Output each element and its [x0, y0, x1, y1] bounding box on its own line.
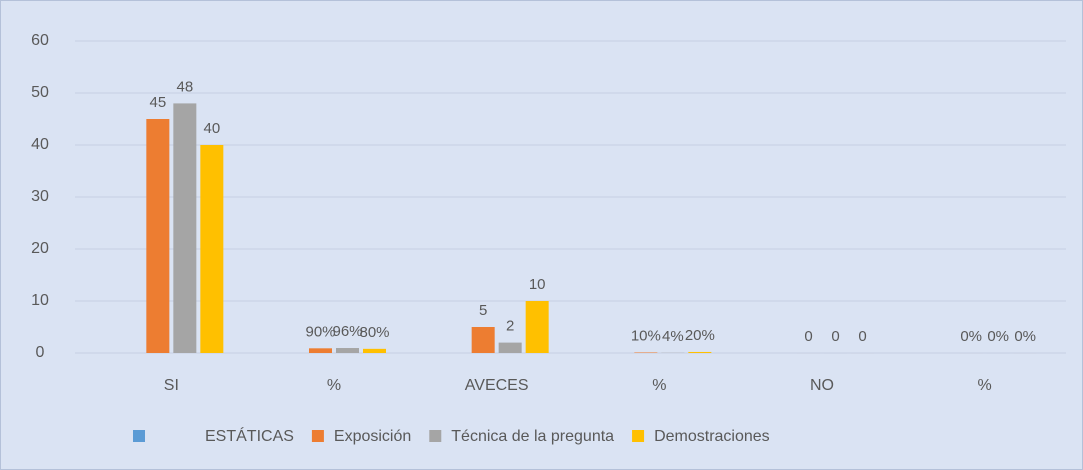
data-label: 0 — [858, 328, 866, 345]
legend-swatch — [133, 430, 145, 442]
data-label: 0 — [804, 328, 812, 345]
bar — [146, 119, 170, 353]
legend-swatch — [429, 430, 442, 442]
x-tick-label: AVECES — [465, 377, 529, 394]
data-label: 45 — [149, 94, 166, 111]
bar — [200, 145, 224, 353]
legend-swatch — [632, 430, 645, 442]
data-label: 0% — [987, 328, 1009, 345]
legend-label: Exposición — [334, 428, 411, 445]
bar — [634, 352, 658, 353]
bar — [498, 342, 522, 353]
y-tick-label: 20 — [31, 240, 49, 257]
bar — [688, 351, 712, 353]
bar — [363, 348, 386, 353]
y-tick-label: 50 — [31, 84, 49, 101]
bar — [309, 348, 332, 353]
y-tick-label: 30 — [31, 188, 49, 205]
data-label: 96% — [332, 323, 362, 340]
y-tick-label: 40 — [31, 136, 49, 153]
x-tick-label: % — [327, 377, 341, 394]
data-label: 5 — [479, 302, 487, 319]
data-label: 20% — [685, 327, 715, 344]
x-tick-label: NO — [810, 377, 834, 394]
data-label: 48 — [176, 78, 193, 95]
data-label: 0 — [831, 328, 839, 345]
data-label: 10% — [631, 327, 661, 344]
x-tick-label: % — [978, 377, 992, 394]
bar — [471, 327, 495, 353]
data-label: 10 — [529, 276, 546, 293]
data-label: 4% — [662, 328, 684, 345]
bar — [336, 348, 359, 353]
data-label: 40 — [203, 120, 220, 137]
legend-label: Demostraciones — [654, 428, 770, 445]
data-label: 2 — [506, 318, 514, 335]
legend-swatch — [311, 430, 324, 442]
y-tick-label: 0 — [36, 344, 45, 361]
x-tick-label: SI — [164, 377, 179, 394]
bar — [525, 301, 549, 353]
bar — [173, 103, 197, 354]
data-label: 0% — [1014, 328, 1036, 345]
data-label: 0% — [960, 328, 982, 345]
legend-label: ESTÁTICAS — [205, 426, 294, 445]
y-tick-label: 10 — [31, 292, 49, 309]
x-tick-label: % — [652, 377, 666, 394]
legend-label: Técnica de la pregunta — [451, 428, 614, 445]
y-tick-label: 60 — [31, 32, 49, 49]
data-label: 80% — [359, 324, 389, 341]
data-label: 90% — [305, 323, 335, 340]
